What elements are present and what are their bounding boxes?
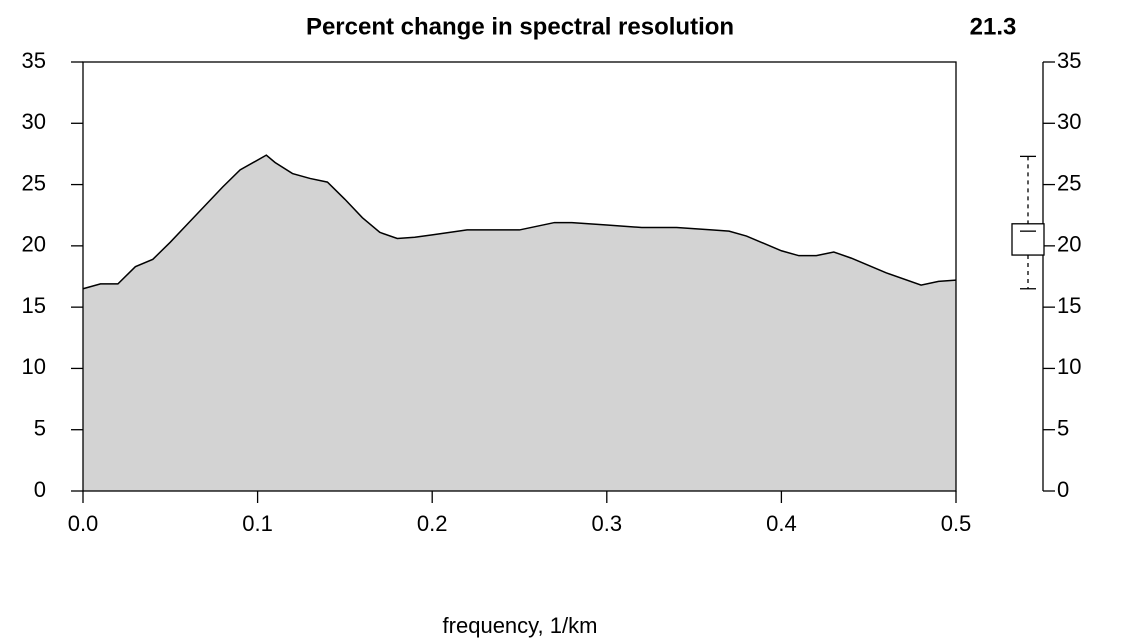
y2-tick-label: 25 [1057,170,1081,195]
x-axis-label: frequency, 1/km [443,613,598,638]
x-tick-label: 0.3 [592,511,623,536]
y2-tick-label: 35 [1057,48,1081,73]
x-tick-label: 0.5 [941,511,972,536]
box [1011,223,1045,256]
annotation: 21.3 [970,13,1017,40]
y2-tick-label: 15 [1057,293,1081,318]
y-tick-label: 10 [22,354,46,379]
x-tick-label: 0.1 [242,511,273,536]
y-tick-label: 15 [22,293,46,318]
plot-frame [82,61,957,492]
x-tick-label: 0.0 [68,511,99,536]
x-tick-label: 0.2 [417,511,448,536]
chart-title: Percent change in spectral resolution [306,13,734,40]
y2-tick-label: 5 [1057,416,1069,441]
y2-tick-label: 20 [1057,232,1081,257]
y-tick-label: 25 [22,170,46,195]
x-tick-label: 0.4 [766,511,797,536]
y2-tick-label: 30 [1057,109,1081,134]
y2-tick-label: 10 [1057,354,1081,379]
y-tick-label: 0 [34,477,46,502]
y-tick-label: 35 [22,48,46,73]
area-line [82,154,957,290]
y-tick-label: 20 [22,232,46,257]
y2-tick-label: 0 [1057,477,1069,502]
y-tick-label: 30 [22,109,46,134]
area [83,155,956,491]
y-tick-label: 5 [34,416,46,441]
